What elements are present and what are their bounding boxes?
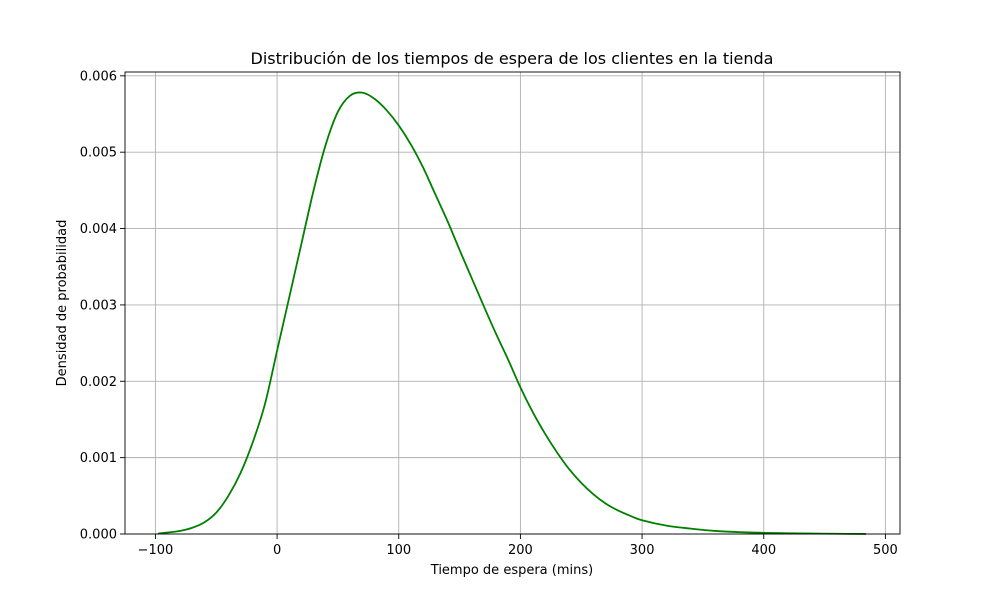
x-tick-label: −100	[138, 543, 174, 558]
y-tick-label: 0.005	[80, 146, 117, 161]
y-tick-label: 0.003	[80, 298, 117, 313]
grid	[125, 72, 900, 535]
y-tick-label: 0.001	[80, 451, 117, 466]
y-axis: 0.000 0.001 0.002 0.003 0.004 0.005 0.006	[80, 69, 125, 543]
x-axis-label: Tiempo de espera (mins)	[430, 563, 593, 578]
y-tick-label: 0.002	[80, 375, 117, 390]
series-layer	[157, 91, 866, 535]
y-tick-label: 0.006	[80, 69, 117, 84]
x-axis: −100 0 100 200 300 400 500	[138, 534, 898, 558]
density-curve	[157, 91, 866, 535]
chart-title: Distribución de los tiempos de espera de…	[251, 49, 774, 68]
x-tick-label: 400	[751, 543, 776, 558]
x-tick-label: 0	[273, 543, 281, 558]
x-tick-label: 100	[386, 543, 411, 558]
y-tick-label: 0.000	[80, 528, 117, 543]
x-tick-label: 300	[630, 543, 655, 558]
y-axis-label: Densidad de probabilidad	[55, 220, 70, 387]
y-tick-label: 0.004	[80, 222, 117, 237]
plot-frame	[124, 71, 901, 535]
x-tick-label: 500	[873, 543, 898, 558]
x-tick-label: 200	[508, 543, 533, 558]
